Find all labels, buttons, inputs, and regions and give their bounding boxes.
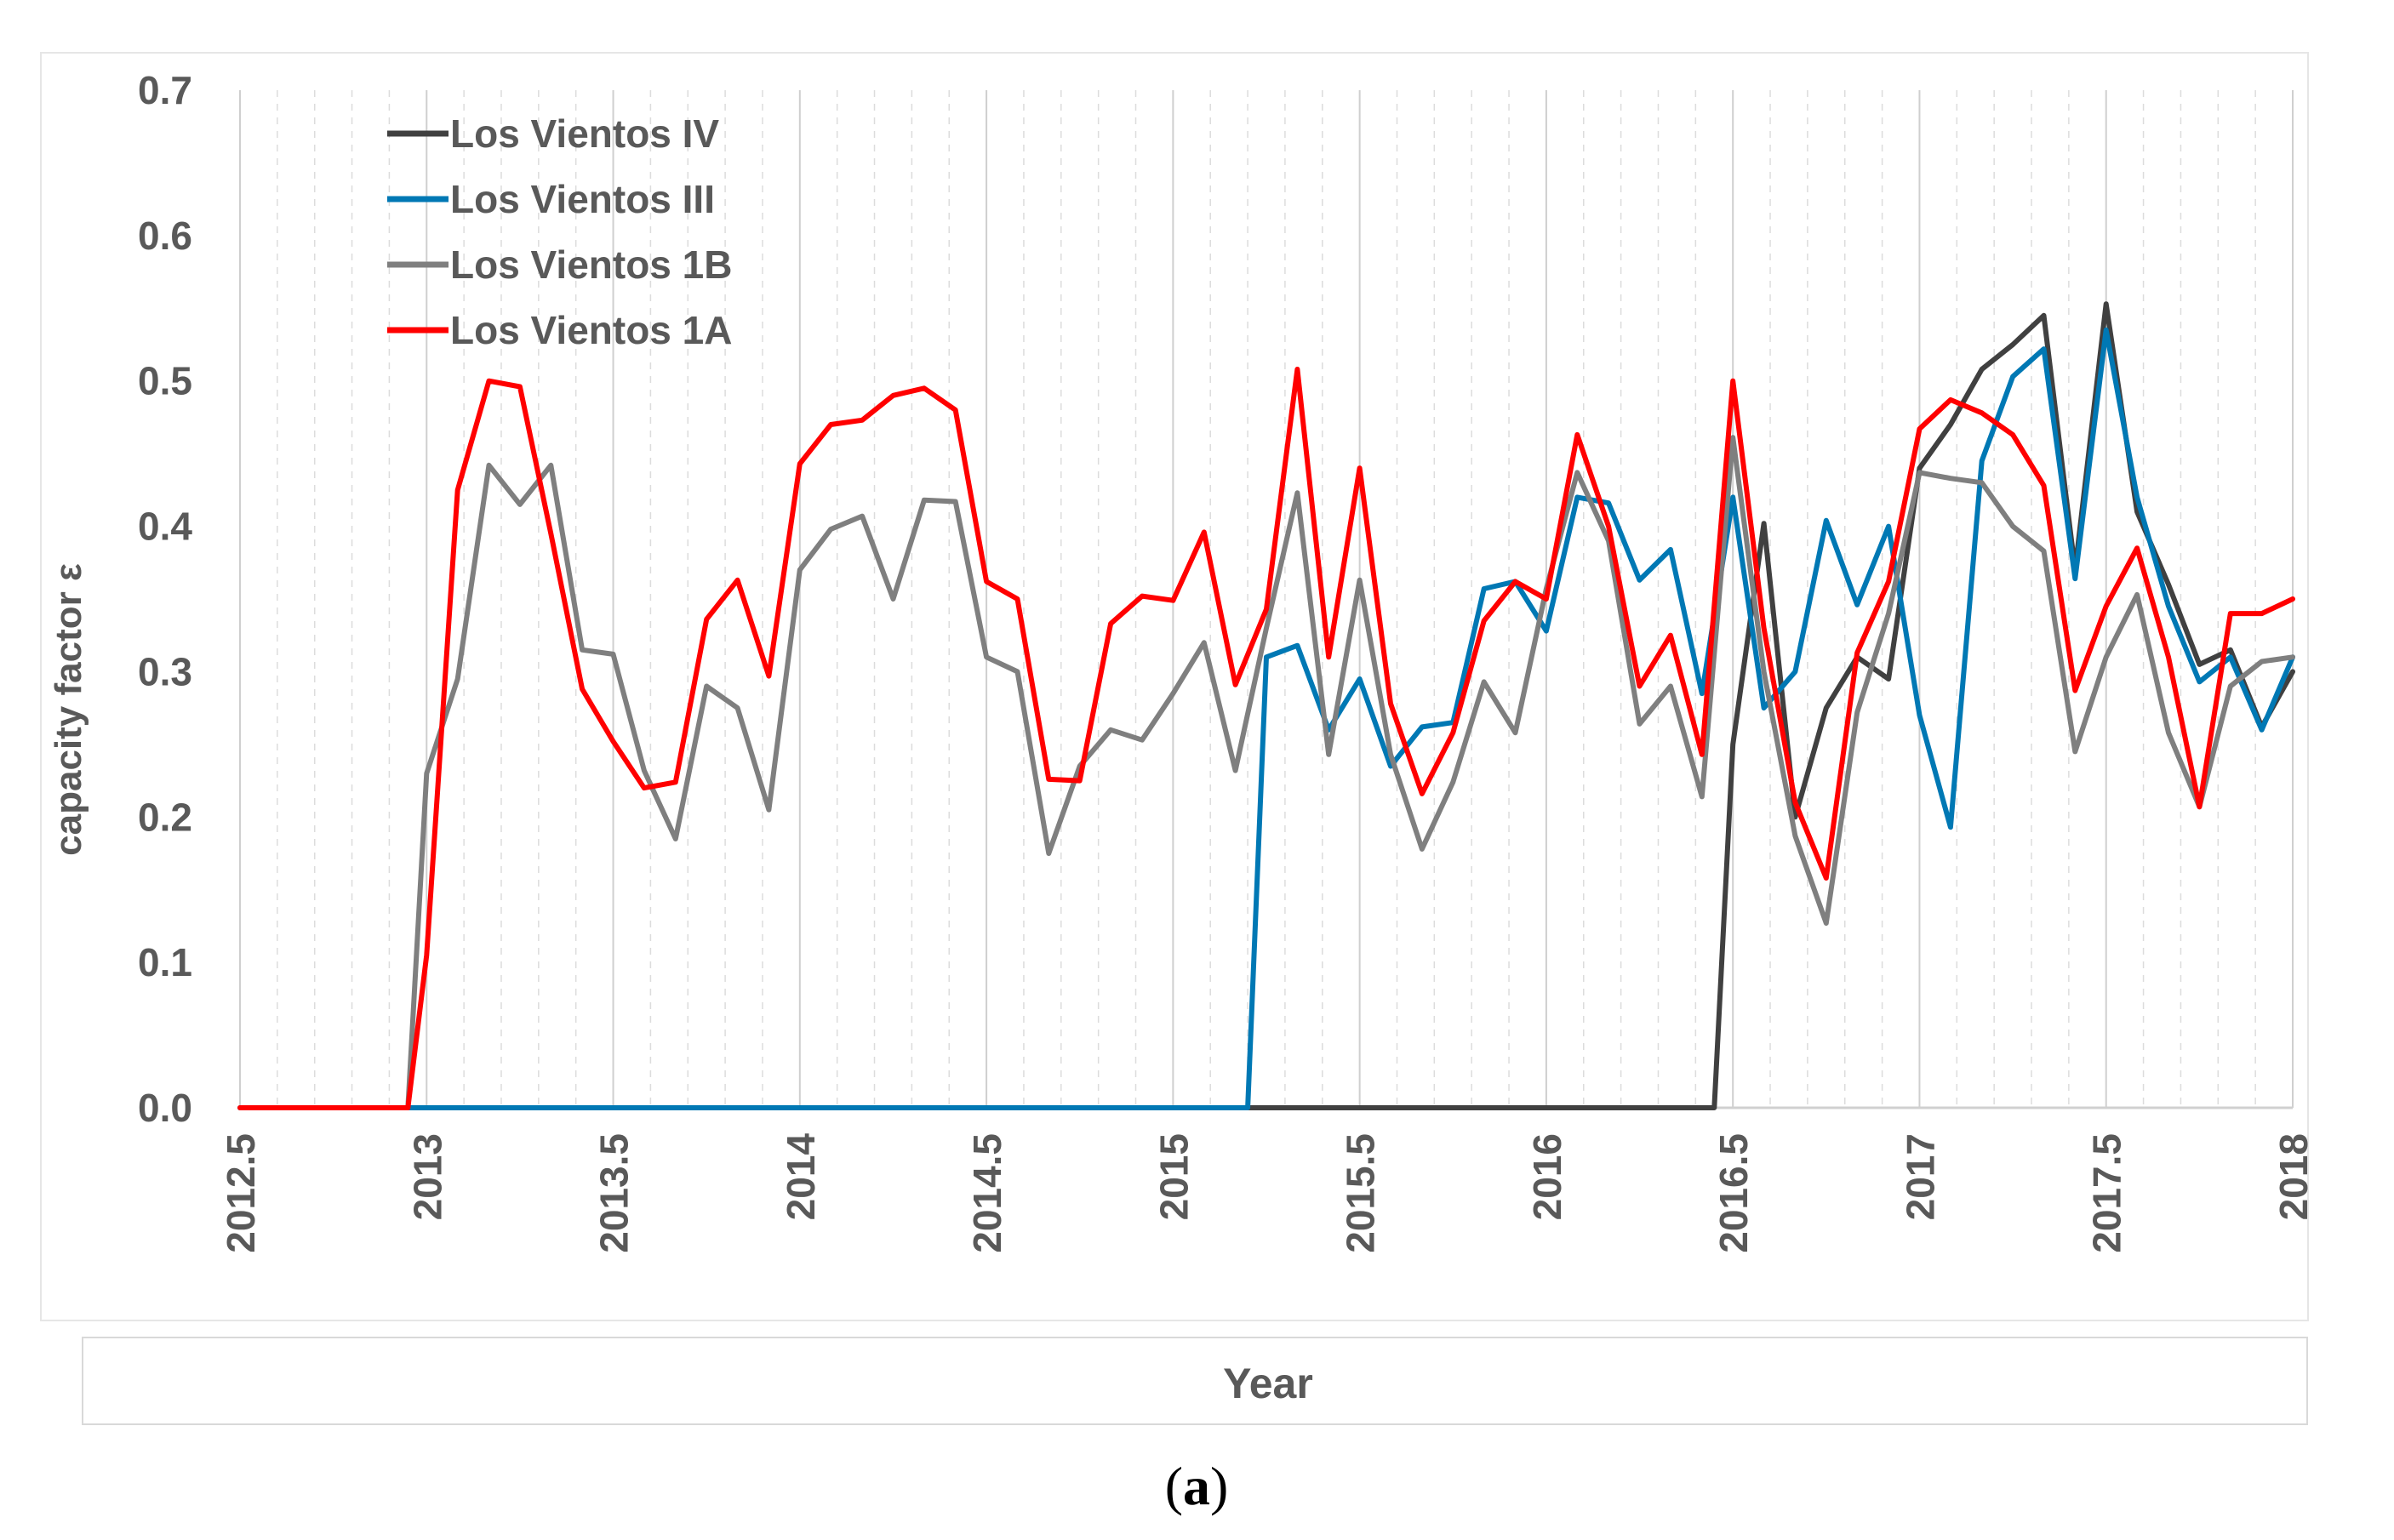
y-tick-label: 0.7 xyxy=(138,68,192,112)
legend-label: Los Vientos 1B xyxy=(450,242,732,287)
x-tick-label: 2015.5 xyxy=(1339,1133,1383,1253)
y-tick-label: 0.6 xyxy=(138,214,192,258)
series-line-los-vientos-iii xyxy=(237,327,2295,1110)
y-tick-label: 0.2 xyxy=(138,795,192,839)
x-tick-label: 2016.5 xyxy=(1711,1133,1756,1253)
x-tick-label: 2014.5 xyxy=(965,1133,1009,1253)
x-tick-label: 2017.5 xyxy=(2085,1133,2129,1253)
x-tick-label: 2017 xyxy=(1898,1133,1942,1220)
figure-caption: (a) xyxy=(1165,1456,1229,1516)
series-line-los-vientos-1a xyxy=(237,367,2295,1110)
y-tick-label: 0.3 xyxy=(138,649,192,693)
x-tick-labels: 2012.5 2013 2013.5 2014 2014.5 2015 2015.5 2016… xyxy=(219,1133,2316,1253)
x-axis-title-box xyxy=(82,1337,2308,1425)
x-tick-label: 2016 xyxy=(1525,1133,1569,1220)
legend: Los Vientos IV Los Vientos III Los Vientos… xyxy=(387,111,732,352)
series-line-los-vientos-1b xyxy=(237,435,2295,1110)
x-tick-label: 2012.5 xyxy=(219,1133,263,1253)
x-tick-label: 2015 xyxy=(1151,1133,1196,1220)
x-tick-label: 2014 xyxy=(779,1133,823,1221)
x-tick-label: 2013.5 xyxy=(592,1133,637,1253)
y-tick-label: 0.0 xyxy=(138,1086,192,1130)
x-tick-label: 2018 xyxy=(2271,1133,2316,1220)
y-tick-label: 0.1 xyxy=(138,940,192,984)
y-tick-labels: 0.0 0.1 0.2 0.3 0.4 0.5 0.6 0.7 xyxy=(138,68,192,1130)
legend-label: Los Vientos III xyxy=(450,177,715,221)
series-lines xyxy=(237,301,2295,1110)
y-axis-title: capacity factor ε xyxy=(48,563,89,856)
legend-label: Los Vientos 1A xyxy=(450,308,732,352)
y-tick-label: 0.5 xyxy=(138,359,192,403)
legend-label: Los Vientos IV xyxy=(450,111,719,156)
x-tick-label: 2013 xyxy=(405,1133,449,1220)
x-axis-title: Year xyxy=(1223,1360,1313,1407)
series-line-los-vientos-iv xyxy=(237,301,2295,1110)
y-tick-label: 0.4 xyxy=(138,505,192,549)
